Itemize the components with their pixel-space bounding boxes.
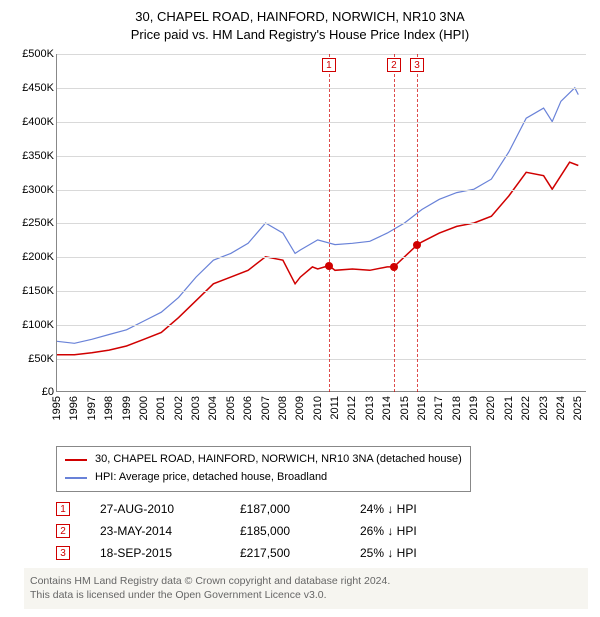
gridline (57, 156, 586, 157)
gridline (57, 223, 586, 224)
legend-row-property: 30, CHAPEL ROAD, HAINFORD, NORWICH, NR10… (65, 451, 462, 469)
x-axis-label: 2012 (346, 396, 358, 420)
y-axis-label: £400K (12, 116, 54, 128)
x-axis-label: 2005 (225, 396, 237, 420)
x-axis-label: 2022 (520, 396, 532, 420)
chart-container: 30, CHAPEL ROAD, HAINFORD, NORWICH, NR10… (0, 0, 600, 617)
series-line-hpi (57, 88, 578, 343)
x-axis-label: 2003 (190, 396, 202, 420)
y-axis-label: £150K (12, 285, 54, 297)
x-axis-label: 2010 (312, 396, 324, 420)
y-axis-label: £500K (12, 48, 54, 60)
x-axis-label: 2007 (260, 396, 272, 420)
gridline (57, 291, 586, 292)
price-marker (413, 241, 421, 249)
reference-date: 27-AUG-2010 (100, 502, 210, 516)
y-axis-label: £300K (12, 184, 54, 196)
legend-row-hpi: HPI: Average price, detached house, Broa… (65, 469, 462, 487)
y-axis-label: £50K (12, 353, 54, 365)
reference-price: £185,000 (240, 524, 330, 538)
reference-date: 23-MAY-2014 (100, 524, 210, 538)
y-axis-label: £350K (12, 150, 54, 162)
x-axis-label: 2019 (468, 396, 480, 420)
gridline (57, 325, 586, 326)
chart-area: 1 23 £0 £50K £100K £150K £200K £250K £300K £350K… (12, 50, 588, 440)
title-line1: 30, CHAPEL ROAD, HAINFORD, NORWICH, NR10… (12, 8, 588, 26)
x-axis-label: 2004 (207, 396, 219, 420)
reference-table-row: 1 27-AUG-2010 £187,000 24% ↓ HPI (56, 502, 588, 516)
x-axis-label: 2021 (503, 396, 515, 420)
x-axis-label: 2016 (416, 396, 428, 420)
x-axis-label: 2002 (173, 396, 185, 420)
reference-pct: 25% ↓ HPI (360, 546, 470, 560)
x-axis-label: 1999 (121, 396, 133, 420)
y-axis-label: £0 (12, 386, 54, 398)
legend-label-hpi: HPI: Average price, detached house, Broa… (95, 469, 327, 487)
reference-line (394, 54, 395, 392)
x-axis-label: 2017 (433, 396, 445, 420)
reference-pct: 26% ↓ HPI (360, 524, 470, 538)
x-axis-label: 2015 (399, 396, 411, 420)
x-axis-label: 1995 (51, 396, 63, 420)
footer-line2: This data is licensed under the Open Gov… (30, 588, 582, 603)
gridline (57, 88, 586, 89)
x-axis-label: 2001 (155, 396, 167, 420)
y-axis-label: £450K (12, 82, 54, 94)
x-axis-label: 1998 (103, 396, 115, 420)
gridline (57, 359, 586, 360)
x-axis-label: 2014 (381, 396, 393, 420)
y-axis-label: £250K (12, 217, 54, 229)
reference-table-row: 2 23-MAY-2014 £185,000 26% ↓ HPI (56, 524, 588, 538)
reference-badge: 2 (387, 58, 401, 72)
reference-pct: 24% ↓ HPI (360, 502, 470, 516)
reference-price: £217,500 (240, 546, 330, 560)
gridline (57, 257, 586, 258)
reference-badge: 3 (410, 58, 424, 72)
x-axis-label: 1997 (86, 396, 98, 420)
x-axis-label: 2000 (138, 396, 150, 420)
x-axis-label: 2009 (294, 396, 306, 420)
reference-number: 2 (56, 524, 70, 538)
x-axis-label: 2023 (538, 396, 550, 420)
price-marker (325, 262, 333, 270)
reference-line (329, 54, 330, 392)
footer-line1: Contains HM Land Registry data © Crown c… (30, 574, 582, 589)
x-axis-label: 2006 (242, 396, 254, 420)
gridline (57, 122, 586, 123)
plot: 1 23 (56, 54, 586, 392)
legend-label-property: 30, CHAPEL ROAD, HAINFORD, NORWICH, NR10… (95, 451, 462, 469)
reference-table: 1 27-AUG-2010 £187,000 24% ↓ HPI 2 23-MAY-201… (56, 502, 588, 560)
title-block: 30, CHAPEL ROAD, HAINFORD, NORWICH, NR10… (12, 8, 588, 44)
y-axis-label: £200K (12, 251, 54, 263)
reference-date: 18-SEP-2015 (100, 546, 210, 560)
y-axis-label: £100K (12, 319, 54, 331)
price-marker (390, 263, 398, 271)
reference-number: 3 (56, 546, 70, 560)
x-axis-label: 2018 (451, 396, 463, 420)
x-axis-label: 2024 (555, 396, 567, 420)
reference-table-row: 3 18-SEP-2015 £217,500 25% ↓ HPI (56, 546, 588, 560)
reference-line (417, 54, 418, 392)
x-axis-label: 2011 (329, 396, 341, 420)
gridline (57, 190, 586, 191)
gridline (57, 54, 586, 55)
x-axis-label: 2025 (572, 396, 584, 420)
reference-price: £187,000 (240, 502, 330, 516)
x-axis-label: 2020 (485, 396, 497, 420)
legend-swatch-hpi (65, 477, 87, 479)
x-axis-label: 2008 (277, 396, 289, 420)
reference-number: 1 (56, 502, 70, 516)
x-axis-label: 2013 (364, 396, 376, 420)
legend: 30, CHAPEL ROAD, HAINFORD, NORWICH, NR10… (56, 446, 471, 491)
reference-badge: 1 (322, 58, 336, 72)
footer: Contains HM Land Registry data © Crown c… (24, 568, 588, 609)
x-axis-label: 1996 (68, 396, 80, 420)
title-line2: Price paid vs. HM Land Registry's House … (12, 26, 588, 44)
legend-swatch-property (65, 459, 87, 461)
